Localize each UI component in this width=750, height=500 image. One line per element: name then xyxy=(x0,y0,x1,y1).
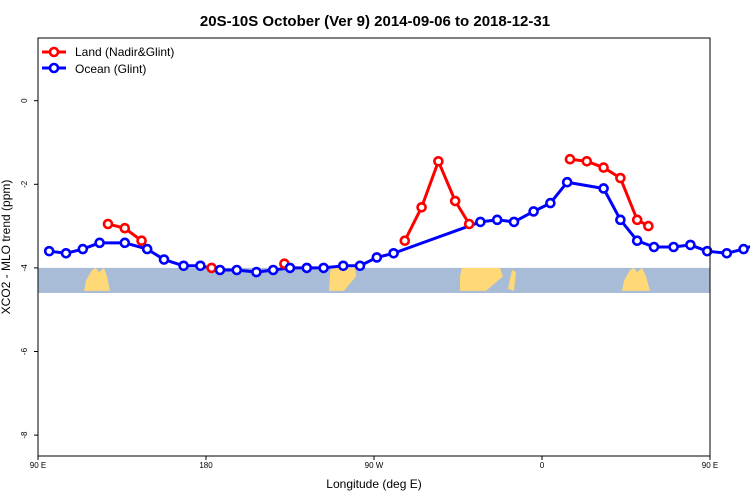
ocean-data-point xyxy=(738,243,749,255)
y-tick-label: -4 xyxy=(20,264,29,272)
land-madagascar xyxy=(508,269,516,291)
land-data-point xyxy=(631,214,643,226)
land-data-point xyxy=(564,153,576,165)
x-tick-label: 90 E xyxy=(702,461,718,470)
land-data-point xyxy=(449,195,461,207)
x-tick-label: 90 E xyxy=(30,461,46,470)
land-australia-repeat xyxy=(622,267,650,291)
map-strip xyxy=(38,267,710,293)
ocean-data-point xyxy=(337,260,349,272)
ocean-data-point xyxy=(60,247,72,259)
ocean-data-point xyxy=(528,206,539,217)
ocean-data-point xyxy=(43,245,55,257)
land-data-point xyxy=(433,156,444,167)
ocean-data-point xyxy=(284,262,296,274)
series-points xyxy=(43,153,749,278)
land-data-point xyxy=(102,218,114,230)
y-tick-label: 0 xyxy=(20,98,29,103)
ocean-data-point xyxy=(301,262,313,274)
y-tick-label: -6 xyxy=(20,347,29,355)
land-data-point xyxy=(399,235,411,247)
ocean-data-point xyxy=(388,247,399,259)
land-data-point xyxy=(598,162,609,173)
ocean-data-point xyxy=(214,264,226,276)
y-axis-label: XCO2 - MLO trend (ppm) xyxy=(0,180,13,315)
ocean-data-point xyxy=(354,260,366,272)
ocean-data-point xyxy=(318,262,329,274)
ocean-data-point xyxy=(508,216,520,228)
ocean-data-point xyxy=(701,245,713,257)
legend-label-land: Land (Nadir&Glint) xyxy=(75,45,174,59)
ocean-data-point xyxy=(545,197,556,209)
ocean-data-point xyxy=(561,176,573,188)
x-tick-label: 90 W xyxy=(365,461,384,470)
ocean-data-point xyxy=(251,266,262,278)
ocean-data-point xyxy=(178,260,189,272)
land-australia xyxy=(84,267,110,291)
ocean-data-point xyxy=(631,235,643,247)
land-data-point xyxy=(416,201,427,213)
series-lines xyxy=(49,157,750,274)
land-data-point xyxy=(206,262,217,274)
ocean-data-point xyxy=(598,183,609,194)
ocean-data-point xyxy=(371,252,383,263)
land-south-america xyxy=(329,267,356,291)
chart-title: 20S-10S October (Ver 9) 2014-09-06 to 20… xyxy=(200,13,550,30)
ocean-data-point xyxy=(77,243,89,255)
ocean-data-point xyxy=(685,239,696,251)
ocean-data-point xyxy=(668,241,679,253)
land-data-point xyxy=(463,218,475,230)
land-africa xyxy=(460,267,503,291)
ocean-data-point xyxy=(231,264,243,276)
ocean-data-point xyxy=(615,214,626,226)
ocean-data-point xyxy=(475,216,486,228)
ocean-data-point xyxy=(141,243,153,255)
ocean-data-point xyxy=(119,237,131,249)
ocean-data-point xyxy=(648,241,660,253)
ocean-data-point xyxy=(721,247,733,259)
ocean-data-point xyxy=(94,237,105,249)
ocean-data-point xyxy=(491,214,503,226)
y-tick-label: -2 xyxy=(20,180,29,188)
legend-label-ocean: Ocean (Glint) xyxy=(75,62,146,76)
land-data-point xyxy=(643,220,654,232)
x-tick-label: 180 xyxy=(199,461,213,470)
land-data-point xyxy=(119,222,131,234)
y-axis: 0 -2 -4 -6 -8 xyxy=(20,98,38,439)
legend-swatch-land-marker xyxy=(48,46,60,58)
x-tick-label: 0 xyxy=(540,461,545,470)
x-axis-label: Longitude (deg E) xyxy=(326,477,421,491)
land-data-point xyxy=(615,172,626,184)
land-data-point xyxy=(136,235,147,247)
ocean-data-point xyxy=(267,264,279,276)
legend-swatch-ocean-marker xyxy=(48,62,60,74)
ocean-band xyxy=(38,267,710,293)
land-data-point xyxy=(581,156,593,167)
ocean-data-point xyxy=(158,254,170,265)
legend: Land (Nadir&Glint) Ocean (Glint) xyxy=(42,45,174,76)
y-tick-label: -8 xyxy=(20,431,29,439)
ocean-data-point xyxy=(195,260,206,272)
